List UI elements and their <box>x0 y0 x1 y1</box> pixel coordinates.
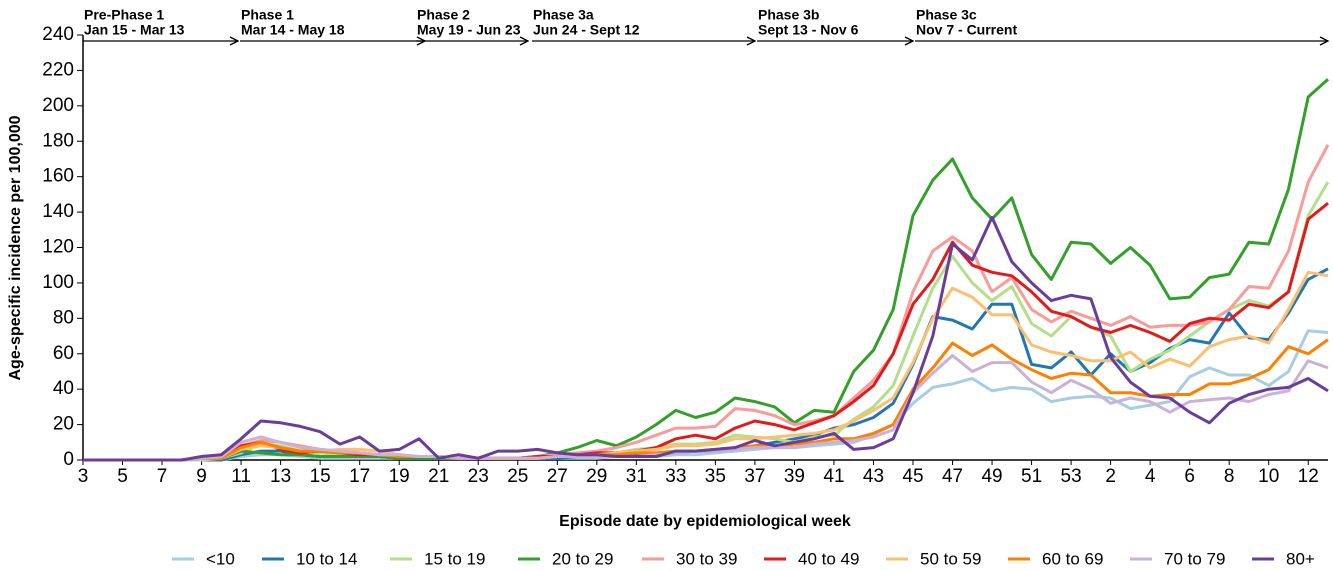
x-axis-title: Episode date by epidemiological week <box>559 513 851 530</box>
x-tick-label: 41 <box>823 466 844 487</box>
x-tick-label: 47 <box>942 466 963 487</box>
x-tick-label: 11 <box>231 466 251 487</box>
x-tick-label: 49 <box>981 466 1002 487</box>
x-tick-label: 12 <box>1298 466 1319 487</box>
x-tick-label: 8 <box>1224 466 1235 487</box>
phase-range: May 19 - Jun 23 <box>417 22 521 38</box>
y-tick-label: 60 <box>53 343 74 364</box>
x-tick-label: 10 <box>1258 466 1279 487</box>
y-axis-title: Age-specific incidence per 100,000 <box>7 115 24 380</box>
x-tick-label: 27 <box>547 466 568 487</box>
x-tick-label: 2 <box>1105 466 1116 487</box>
x-tick-label: 23 <box>468 466 489 487</box>
x-tick-label: 17 <box>349 466 370 487</box>
legend-label: 50 to 59 <box>920 549 981 568</box>
phase-range: Mar 14 - May 18 <box>241 22 345 38</box>
y-tick-label: 180 <box>42 130 74 151</box>
phase-range: Nov 7 - Current <box>916 22 1017 38</box>
x-tick-label: 4 <box>1145 466 1156 487</box>
x-tick-label: 9 <box>196 466 207 487</box>
phase-label: Phase 3b <box>758 7 819 23</box>
phase-label: Phase 3a <box>533 7 594 23</box>
x-tick-label: 6 <box>1184 466 1195 487</box>
x-tick-label: 37 <box>744 466 765 487</box>
legend-label: 30 to 39 <box>676 549 737 568</box>
x-tick-label: 19 <box>389 466 410 487</box>
series-line <box>83 202 1329 462</box>
x-tick-label: 31 <box>626 466 647 487</box>
legend-label: 40 to 49 <box>798 549 859 568</box>
series-line <box>83 215 1329 462</box>
legend-label: <10 <box>206 549 235 568</box>
legend-label: 70 to 79 <box>1164 549 1225 568</box>
legend-label: 10 to 14 <box>296 549 357 568</box>
series-line <box>83 78 1329 462</box>
legend-label: 15 to 19 <box>424 549 485 568</box>
phase-label: Phase 3c <box>916 7 977 23</box>
x-tick-label: 13 <box>270 466 291 487</box>
x-tick-label: 15 <box>310 466 331 487</box>
y-tick-label: 20 <box>53 414 74 435</box>
x-tick-label: 53 <box>1061 466 1082 487</box>
y-tick-label: 200 <box>42 95 74 116</box>
phase-range: Jun 24 - Sept 12 <box>533 22 640 38</box>
y-tick-label: 40 <box>53 378 74 399</box>
x-tick-label: 25 <box>507 466 528 487</box>
x-tick-label: 35 <box>705 466 726 487</box>
phase-range: Sept 13 - Nov 6 <box>758 22 859 38</box>
x-tick-label: 39 <box>784 466 805 487</box>
x-tick-label: 33 <box>665 466 686 487</box>
y-tick-label: 160 <box>42 166 74 187</box>
y-tick-label: 100 <box>42 272 74 293</box>
y-tick-label: 0 <box>63 449 74 470</box>
x-tick-label: 45 <box>902 466 923 487</box>
y-tick-label: 120 <box>42 237 74 258</box>
phase-range: Jan 15 - Mar 13 <box>84 22 185 38</box>
y-tick-label: 220 <box>42 59 74 80</box>
x-tick-label: 5 <box>117 466 128 487</box>
legend-label: 60 to 69 <box>1042 549 1103 568</box>
x-tick-label: 7 <box>157 466 168 487</box>
x-tick-label: 43 <box>863 466 884 487</box>
x-tick-label: 29 <box>586 466 607 487</box>
y-tick-label: 240 <box>42 24 74 45</box>
phase-label: Phase 1 <box>241 7 294 23</box>
x-tick-label: 51 <box>1021 466 1042 487</box>
x-tick-label: 21 <box>428 466 449 487</box>
y-tick-label: 80 <box>53 307 74 328</box>
phase-label: Pre-Phase 1 <box>84 7 164 23</box>
series-line <box>83 144 1330 462</box>
y-tick-label: 140 <box>42 201 74 222</box>
phase-label: Phase 2 <box>417 7 470 23</box>
legend-label: 80+ <box>1286 549 1315 568</box>
legend-label: 20 to 29 <box>552 549 613 568</box>
x-tick-label: 3 <box>78 466 89 487</box>
